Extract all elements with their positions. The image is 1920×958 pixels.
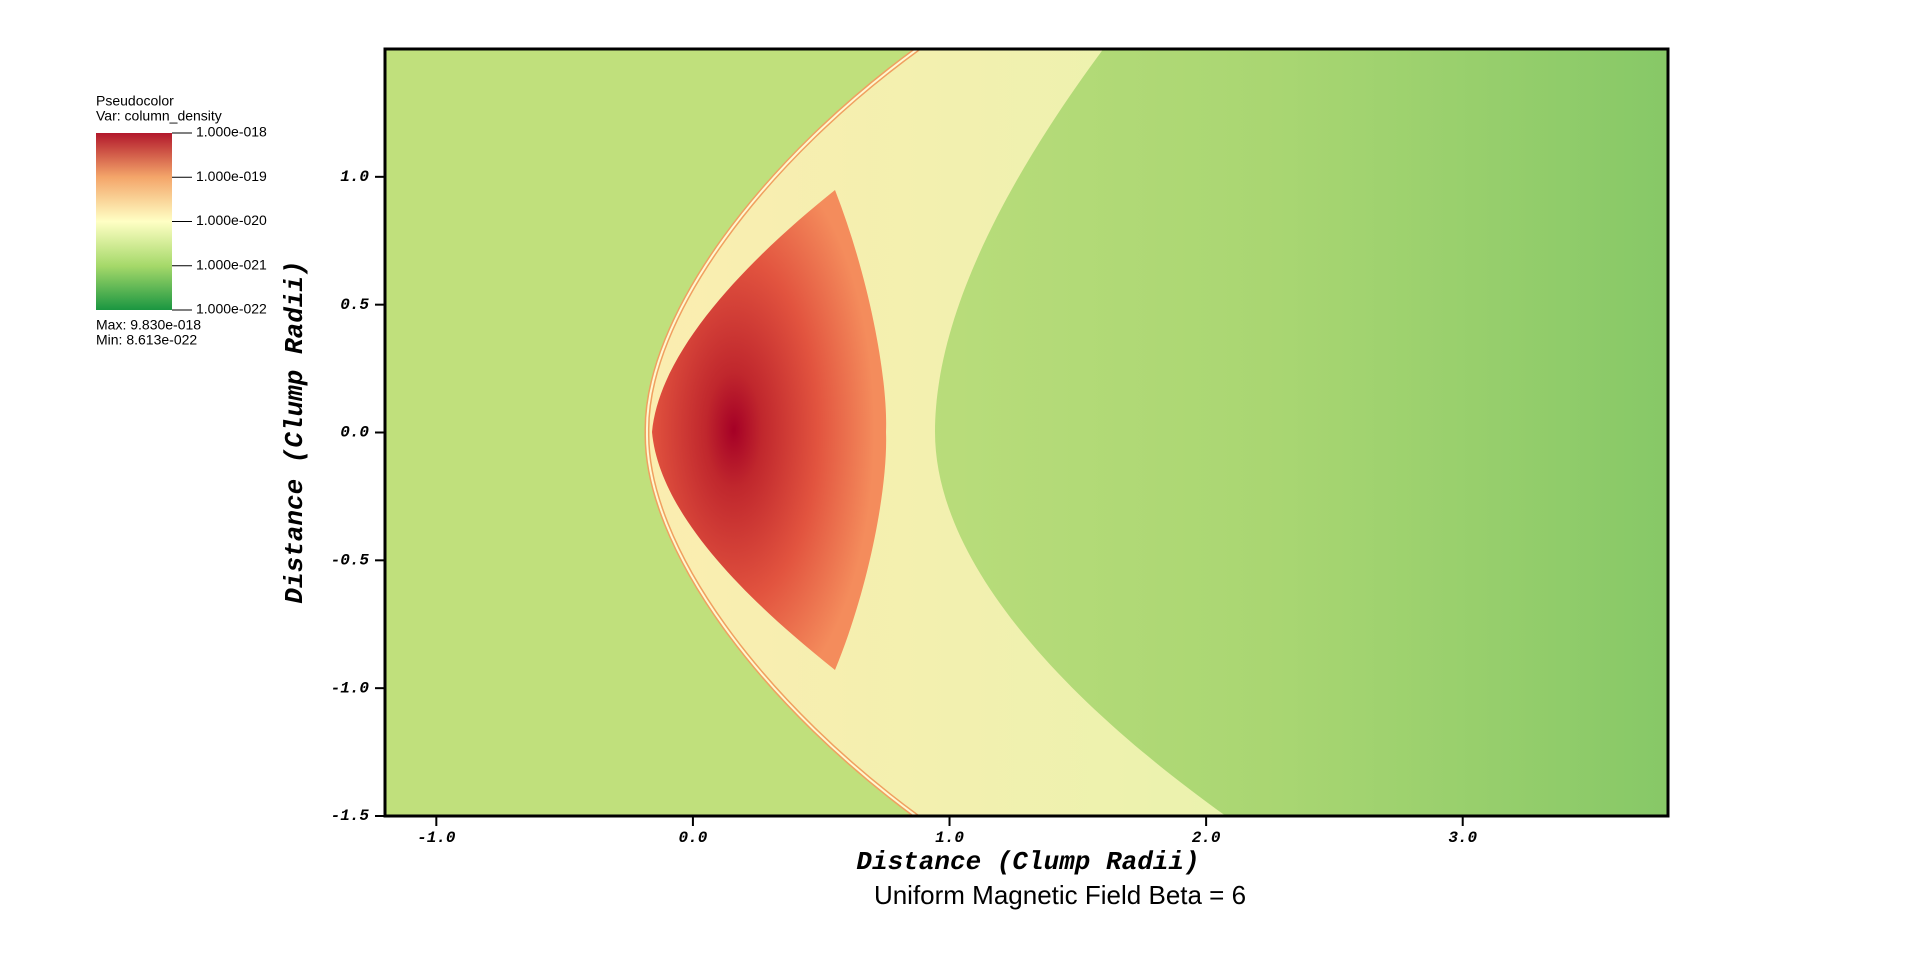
colorbar-tick-label: 1.000e-021 (196, 256, 267, 272)
x-tick-label: -1.0 (417, 829, 456, 847)
y-tick-label: 0.5 (340, 296, 369, 314)
y-tick-label: 0.0 (340, 424, 369, 442)
legend-variable: Var: column_density (96, 108, 222, 124)
x-tick-label: 2.0 (1192, 829, 1221, 847)
x-tick-label: 0.0 (679, 829, 708, 847)
colorbar-tick-label: 1.000e-018 (196, 124, 267, 140)
y-tick-label: -1.0 (331, 679, 370, 697)
colorbar-tick-label: 1.000e-022 (196, 301, 267, 317)
legend-max: Max: 9.830e-018 (96, 317, 201, 333)
x-axis-label: Distance (Clump Radii) (856, 847, 1199, 877)
y-tick-label: -0.5 (331, 552, 370, 570)
x-tick-label: 1.0 (935, 829, 964, 847)
legend-title: Pseudocolor (96, 93, 174, 109)
y-tick-label: 1.0 (340, 168, 369, 186)
colorbar-tick-label: 1.000e-020 (196, 212, 267, 228)
colorbar (96, 133, 172, 310)
colorbar-tick-label: 1.000e-019 (196, 168, 267, 184)
legend-min: Min: 8.613e-022 (96, 332, 197, 348)
y-axis-label: Distance (Clump Radii) (280, 260, 310, 603)
density-field (385, 49, 1668, 816)
chart-title: Uniform Magnetic Field Beta = 6 (874, 880, 1246, 910)
x-tick-label: 3.0 (1448, 829, 1477, 847)
y-tick-label: -1.5 (331, 807, 370, 825)
